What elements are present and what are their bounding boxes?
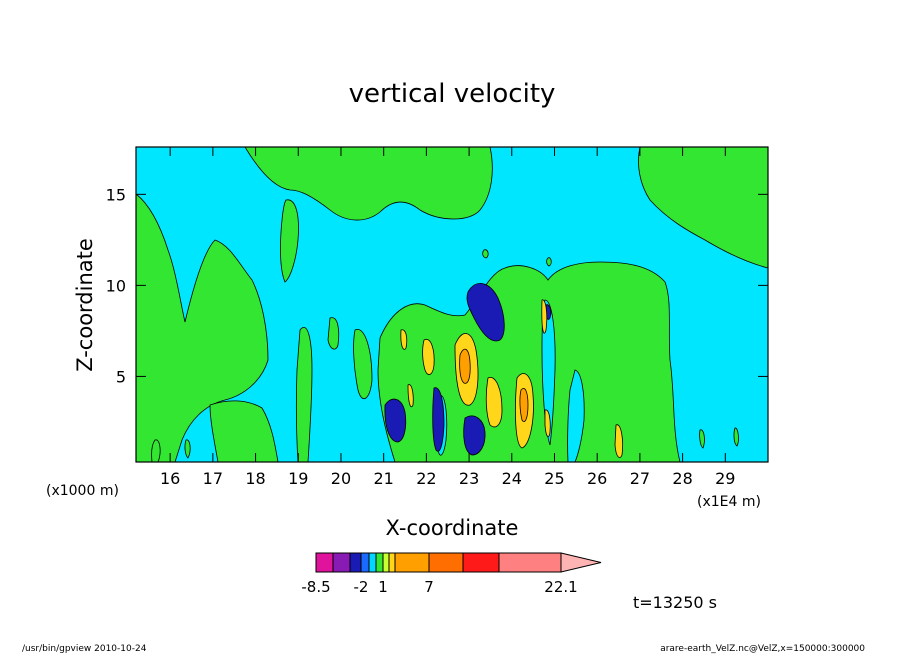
- colorbar-segment: [394, 552, 430, 573]
- field-region-left-tail: [209, 400, 279, 462]
- colorbar-tick-label: -2: [354, 578, 369, 596]
- x-tick-label: 29: [715, 469, 735, 488]
- speckle-1: [482, 249, 489, 259]
- x-tick-label: 19: [288, 469, 308, 488]
- footer-left: /usr/bin/gpview 2010-10-24: [22, 644, 147, 654]
- x-tick-label: 28: [672, 469, 692, 488]
- positive-cell-mid: [485, 377, 503, 428]
- negative-cell-upper: [466, 283, 505, 342]
- colorbar-labels: -8.5 -2 1 7 22.1: [301, 578, 577, 596]
- x-tick-label: 27: [630, 469, 650, 488]
- colorbar-segment: [498, 552, 562, 573]
- colorbar-segment: [388, 552, 396, 573]
- y-tick-label: 10: [106, 276, 126, 295]
- field-strand: [280, 199, 299, 283]
- positive-cell-small-1: [400, 329, 408, 350]
- footer-right: arare-earth_VelZ.nc@VelZ,x=150000:300000: [660, 644, 865, 654]
- x-tick-label: 16: [160, 469, 180, 488]
- positive-cell-small-2: [541, 299, 548, 334]
- x-axis: 16 17 18 19 20 21 22 23 24 25 26 27 28 29: [160, 147, 735, 488]
- y-tick-label: 15: [106, 185, 126, 204]
- colorbar-segment: [428, 552, 464, 573]
- colorbar: [315, 552, 602, 573]
- x-tick-label: 17: [203, 469, 223, 488]
- chart-title: vertical velocity: [349, 79, 556, 109]
- colorbar-segment: [315, 552, 334, 573]
- positive-cell-small-3: [544, 409, 551, 438]
- field-region-top-right: [638, 147, 768, 269]
- positive-cell-left: [422, 338, 435, 375]
- plot-frame: [135, 146, 769, 463]
- colorbar-tick-label: 1: [378, 578, 388, 596]
- field-strand-2: [295, 327, 313, 462]
- colorbar-tick-label: 22.1: [544, 578, 577, 596]
- field-region-top: [244, 147, 493, 221]
- field-region-center: [377, 261, 681, 462]
- x-tick-label: 23: [459, 469, 479, 488]
- colorbar-segment: [349, 552, 362, 573]
- x-tick-label: 18: [245, 469, 265, 488]
- field-gap-2: [567, 369, 585, 462]
- colorbar-segment: [332, 552, 351, 573]
- x-tick-label: 24: [502, 469, 522, 488]
- positive-cell-right-core: [519, 388, 529, 422]
- positive-cell-small-4: [614, 424, 624, 458]
- colorbar-segment: [462, 552, 500, 573]
- colorbar-segment: [368, 552, 377, 573]
- field-gap-1: [541, 299, 556, 446]
- x-tick-label: 26: [587, 469, 607, 488]
- positive-cell-small-5: [407, 384, 414, 408]
- positive-cell-main-core: [459, 348, 471, 384]
- x-tick-label: 25: [544, 469, 564, 488]
- field-strand-3: [327, 317, 340, 350]
- negative-cell-left: [384, 398, 407, 443]
- x-tick-label: 21: [373, 469, 393, 488]
- colorbar-segment: [360, 552, 370, 573]
- field-region-left: [136, 193, 269, 462]
- speckle-6: [184, 439, 191, 459]
- colorbar-segment: [375, 552, 384, 573]
- y-axis: 5 10 15: [106, 185, 768, 386]
- negative-cell-low: [463, 415, 486, 456]
- colorbar-tick-label: -8.5: [301, 578, 330, 596]
- colorbar-segment: [382, 552, 390, 573]
- x-axis-unit-right: (x1E4 m): [697, 494, 761, 510]
- y-tick-label: 5: [116, 367, 126, 386]
- x-tick-label: 20: [331, 469, 351, 488]
- field-strand-4: [353, 329, 373, 400]
- speckle-2: [546, 257, 552, 267]
- time-annotation: t=13250 s: [633, 593, 717, 612]
- colorbar-extension-arrow: [560, 552, 602, 573]
- speckle-3: [699, 429, 705, 449]
- y-axis-label: Z-coordinate: [73, 238, 97, 372]
- plot-area: [136, 147, 768, 462]
- x-tick-label: 22: [416, 469, 436, 488]
- speckle-5: [151, 439, 161, 462]
- speckle-4: [733, 427, 739, 447]
- x-axis-unit-left: (x1000 m): [46, 483, 119, 499]
- x-axis-label: X-coordinate: [386, 516, 519, 540]
- colorbar-tick-label: 7: [424, 578, 434, 596]
- negative-cell-mid: [432, 387, 445, 452]
